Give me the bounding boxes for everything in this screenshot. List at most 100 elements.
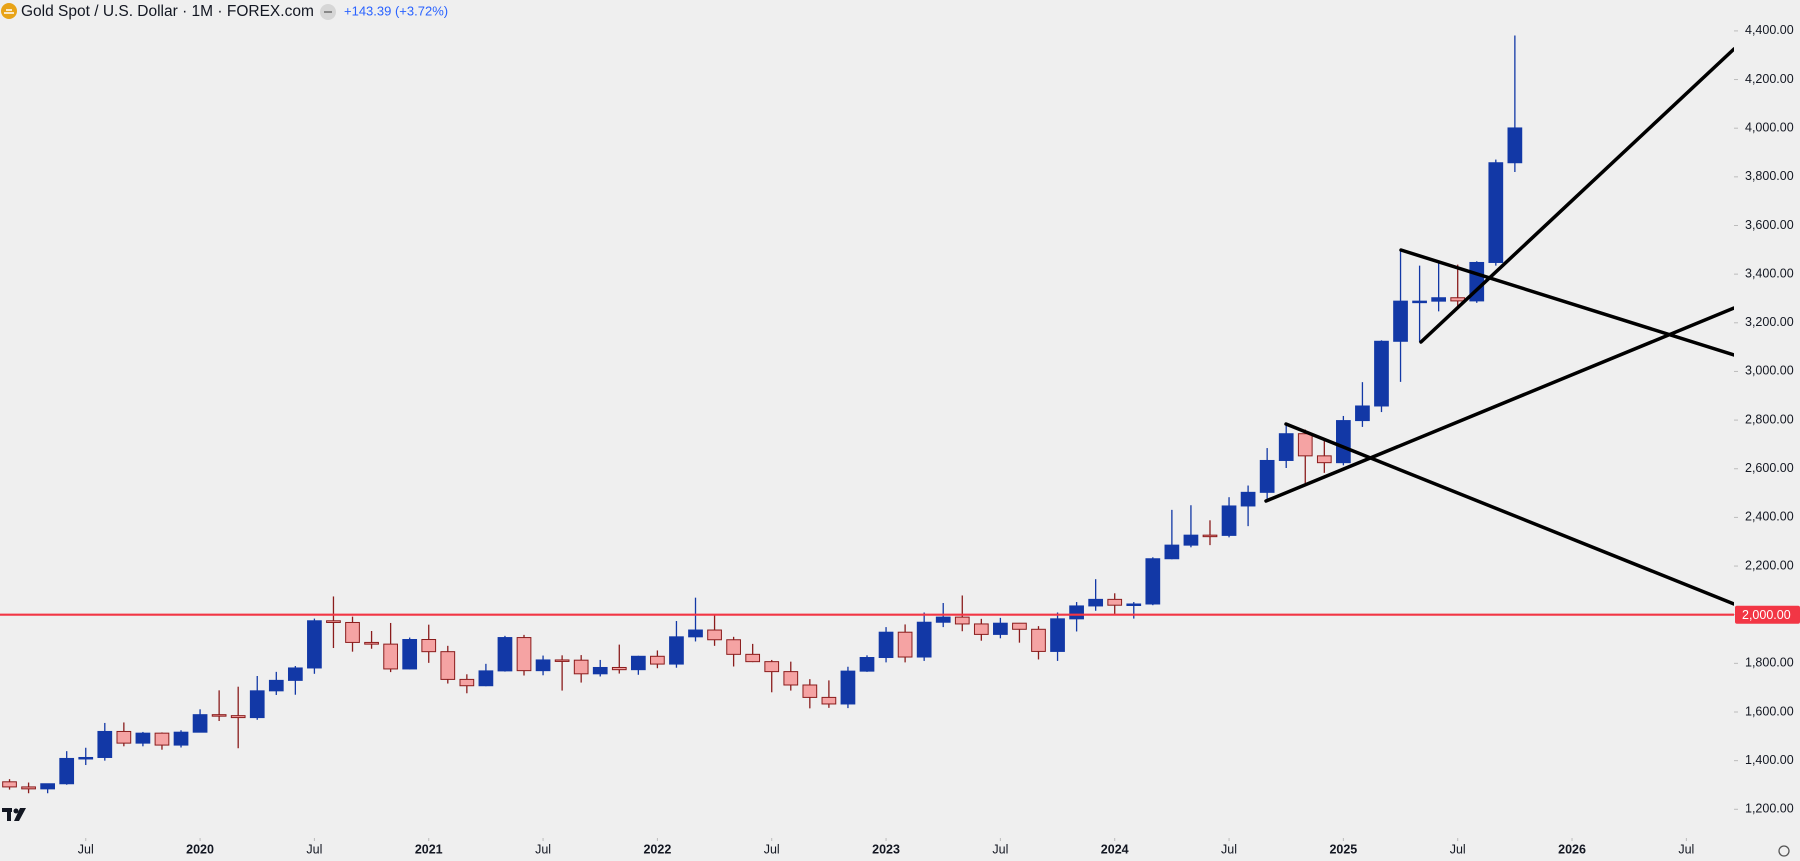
candle-body (669, 636, 684, 665)
candle-body (230, 715, 246, 719)
candle-body (173, 731, 189, 746)
candle-body (78, 756, 94, 760)
y-tick-label: 1,600.00 (1745, 704, 1794, 718)
candle-body (345, 621, 360, 643)
candle-body (783, 671, 799, 686)
candle-body (1202, 534, 1218, 538)
candle-body (478, 670, 494, 687)
y-tick-label: 2,400.00 (1745, 510, 1794, 524)
y-tick-label: 4,200.00 (1745, 72, 1794, 86)
candle-body (1126, 603, 1142, 606)
x-tick-label: 2023 (872, 842, 900, 856)
candle-body (592, 666, 608, 675)
candle-body (1088, 598, 1104, 607)
candle-body (840, 670, 856, 705)
y-tick-label: 2,200.00 (1745, 558, 1794, 572)
candle-body (802, 684, 818, 698)
candle-body (1050, 618, 1065, 652)
candle-body (1221, 505, 1237, 536)
candle-body (1031, 628, 1046, 652)
candle-body (821, 696, 837, 705)
candle-body (459, 678, 475, 687)
level-label-box (1735, 605, 1800, 624)
candle-body (1145, 558, 1161, 605)
y-tick-label: 1,200.00 (1745, 802, 1794, 816)
candle-body (59, 757, 75, 785)
candle-body (497, 637, 513, 672)
logo-part (13, 808, 19, 814)
candle-body (1431, 297, 1447, 302)
candle-body (954, 616, 970, 625)
x-tick-label: 2020 (186, 842, 214, 856)
candle-body (268, 679, 284, 692)
candle-body (993, 622, 1008, 635)
candle-body (535, 659, 551, 672)
y-tick-label: 4,400.00 (1745, 23, 1794, 37)
settings-button[interactable] (1778, 845, 1790, 857)
candle-body (421, 639, 437, 653)
candle-body (192, 714, 208, 733)
candle-body (1240, 491, 1256, 507)
candle-body (1069, 605, 1084, 620)
x-tick-label: Jul (1678, 842, 1694, 856)
candle-body (1316, 455, 1332, 464)
y-tick-label: 2,600.00 (1745, 461, 1794, 475)
candle-body (516, 637, 532, 672)
candle-body (154, 732, 170, 746)
x-tick-label: Jul (1221, 842, 1237, 856)
x-tick-label: Jul (764, 842, 780, 856)
candle-body (1355, 405, 1370, 422)
candle-body (364, 641, 379, 645)
y-tick-label: 3,200.00 (1745, 315, 1794, 329)
y-tick-label: 3,000.00 (1745, 364, 1794, 378)
collapse-icon (324, 11, 332, 13)
candle-body (40, 783, 55, 790)
candle-body (726, 639, 741, 655)
price-change: +143.39 (+3.72%) (344, 3, 448, 18)
candle-body (1450, 297, 1466, 302)
candle-body (116, 730, 132, 744)
x-tick-label: Jul (78, 842, 94, 856)
candle-body (440, 651, 456, 680)
candle-body (764, 661, 780, 673)
trendline (1399, 248, 1734, 357)
candle-body (1164, 544, 1180, 560)
x-tick-label: 2022 (643, 842, 671, 856)
header: Gold Spot / U.S. Dollar · 1M · FOREX.com… (1, 3, 448, 20)
symbol-icon-mark (4, 9, 14, 14)
axes: 1,200.00 1,400.00 1,600.00 1,800.00 2,000.00… (78, 23, 1800, 856)
y-tick-label: 3,800.00 (1745, 169, 1794, 183)
chart-title: Gold Spot / U.S. Dollar · 1M · FOREX.com (21, 3, 314, 20)
candle-body (402, 639, 418, 670)
candle-body (249, 690, 265, 719)
x-tick-label: Jul (1450, 842, 1466, 856)
candle-body (1412, 300, 1427, 304)
y-tick-label: 4,000.00 (1745, 120, 1794, 134)
candle-body (1259, 459, 1275, 493)
x-tick-label: 2021 (415, 842, 443, 856)
candle-body (326, 620, 341, 623)
candle-body (916, 621, 932, 658)
candle-body (554, 659, 570, 662)
candle-body (2, 781, 17, 788)
logo-part (7, 808, 11, 821)
x-tick-label: 2026 (1558, 842, 1586, 856)
x-tick-label: Jul (535, 842, 551, 856)
plot-area (0, 35, 1734, 794)
candle-body (611, 666, 627, 671)
candle-body (897, 631, 913, 658)
candle-body (135, 732, 151, 744)
candle-body (630, 655, 646, 671)
symbol-icon (1, 3, 17, 19)
candle-body (1297, 433, 1313, 457)
candle-body (1374, 340, 1389, 407)
trendline (1284, 422, 1734, 606)
trendlines (1264, 47, 1734, 606)
candle-body (688, 629, 703, 638)
y-tick-label: 1,800.00 (1745, 656, 1794, 670)
candle-body (745, 653, 761, 663)
candle-body (1336, 420, 1351, 464)
